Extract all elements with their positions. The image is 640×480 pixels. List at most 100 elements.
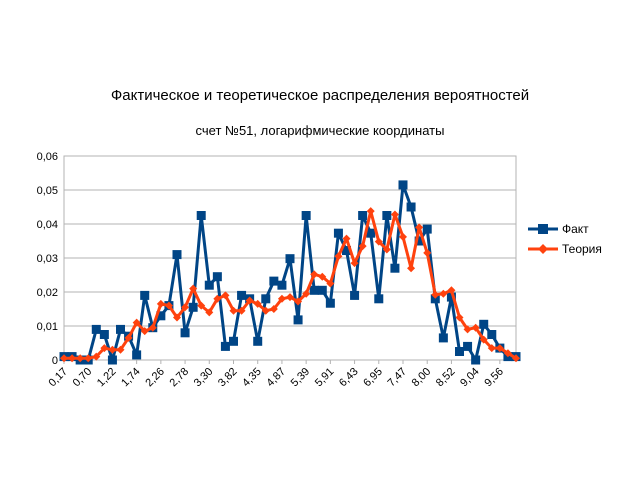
data-point [245,296,254,305]
data-point [318,272,327,281]
data-point [446,292,456,302]
data-point [124,333,133,342]
data-point [229,306,238,315]
data-point [116,345,125,354]
data-point [286,293,294,302]
data-point [342,234,351,243]
data-point [76,354,85,363]
data-point [99,330,109,339]
data-point [382,245,391,254]
x-tick-label: 1,74 [119,366,143,390]
legend-label-fakt: Факт [562,222,589,236]
data-point [325,298,335,308]
data-point [390,210,399,219]
x-tick-label: 3,30 [192,366,216,390]
data-point [423,248,432,257]
data-point [407,264,416,273]
x-tick-label: 8,00 [410,366,434,390]
data-point [358,211,368,220]
y-tick-label: 0 [52,355,58,367]
data-point [310,270,319,279]
data-point [302,289,311,298]
data-point [213,294,222,303]
data-point [181,303,190,312]
y-tick-label: 0,06 [37,151,58,163]
data-point [438,333,448,343]
data-point [422,224,432,234]
legend-item-teoriya: Теория [528,239,602,259]
legend-item-fakt: Факт [528,219,602,239]
data-point [204,280,214,290]
data-point [68,354,77,363]
data-point [285,254,295,264]
data-point [495,344,504,353]
data-point [91,324,101,334]
legend: Факт Теория [528,219,602,259]
x-tick-label: 6,43 [337,366,361,390]
y-tick-label: 0,01 [37,321,58,333]
data-point [512,354,520,363]
data-point [205,308,214,317]
plot-border [63,155,517,361]
x-tick-label: 4,35 [240,366,264,390]
data-point [84,354,93,363]
y-tick-label: 0,04 [37,219,58,231]
data-point [317,285,327,295]
data-point [455,347,464,356]
data-point [140,327,149,336]
data-point [140,290,150,300]
data-point [406,202,416,212]
data-point [180,328,190,338]
data-point [148,323,157,332]
data-point [366,207,375,216]
data-point [229,336,238,346]
data-point [277,280,287,290]
x-tick-label: 9,56 [482,366,506,390]
data-point [479,319,489,329]
data-point [350,259,359,268]
data-point [237,290,247,300]
data-point [269,276,279,286]
data-point [333,228,343,238]
data-point [479,335,488,344]
data-point [398,180,408,190]
data-point [455,313,464,322]
data-point [414,236,424,246]
data-point [164,301,173,310]
data-point [309,285,319,295]
data-point [487,344,496,353]
x-tick-label: 0,70 [71,366,95,390]
data-point [197,301,206,310]
data-point [189,284,198,293]
x-tick-label: 3,82 [216,366,240,390]
x-tick-label: 8,52 [434,366,458,390]
data-point [100,344,109,353]
chart-subtitle: счет №51, логарифмические координаты [195,123,445,138]
data-point [334,252,343,261]
data-point [439,289,448,298]
data-point [358,242,367,251]
chart-title: Фактическое и теоретическое распределени… [110,87,530,104]
data-point [350,290,360,300]
x-tick-label: 7,47 [385,366,409,390]
x-tick-label: 2,26 [143,366,167,390]
data-point [132,350,142,360]
data-point [294,297,303,306]
legend-swatch-teoriya [528,244,558,254]
legend-swatch-fakt [528,224,558,234]
x-tick-label: 2,78 [168,366,192,390]
data-point [374,294,384,304]
data-point [374,237,383,246]
data-point [173,313,181,322]
data-point [107,355,117,365]
data-point [431,290,440,299]
y-axis-ticks: 0 0,01 0,02 0,03 0,04 0,05 0,06 [37,151,58,367]
data-point [503,349,512,358]
data-point [487,330,497,339]
data-point [277,294,286,303]
data-point [293,315,303,325]
data-point [116,324,125,334]
x-tick-label: 5,91 [313,366,337,390]
data-point [253,299,262,308]
